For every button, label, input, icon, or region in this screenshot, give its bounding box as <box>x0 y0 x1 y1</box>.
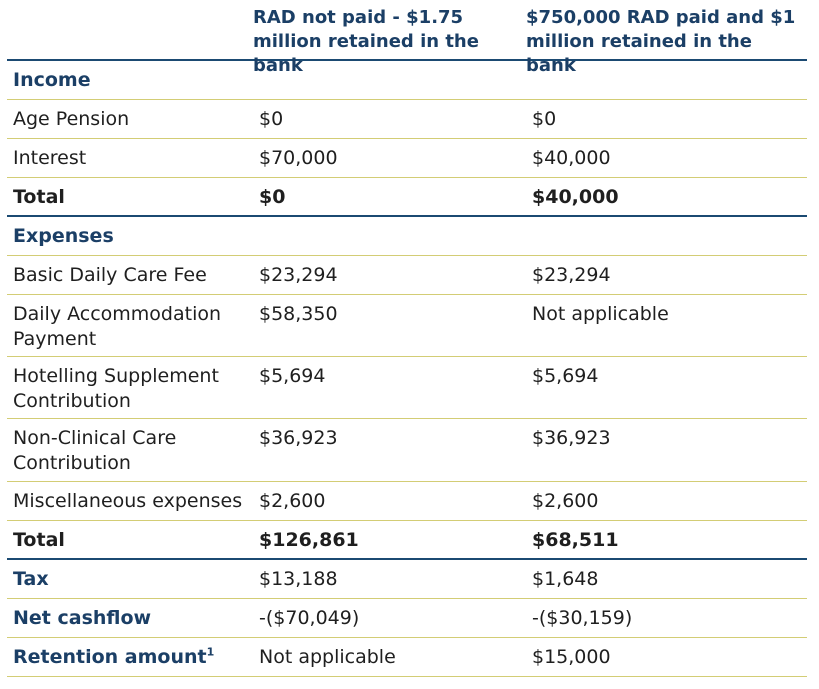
row-value-col2: $5,694 <box>532 365 599 387</box>
section-income: Income <box>7 61 807 100</box>
table-row-retention-amount: Retention amount1 Not applicable $15,000 <box>7 638 807 677</box>
table-row-miscellaneous: Miscellaneous expenses $2,600 $2,600 <box>7 482 807 521</box>
row-value-col1: $0 <box>259 108 284 130</box>
row-value-col2: -($30,159) <box>532 607 633 629</box>
row-value-col1: $13,188 <box>259 568 338 590</box>
row-label: Tax <box>13 568 49 590</box>
row-value-col2: $15,000 <box>532 646 611 668</box>
table-row-net-cashflow: Net cashflow -($70,049) -($30,159) <box>7 599 807 638</box>
table-row-daily-accommodation-payment: Daily Accommodation Payment $58,350 Not … <box>7 295 807 357</box>
row-value-col2: $40,000 <box>532 186 619 208</box>
table-row-non-clinical-care: Non-Clinical Care Contribution $36,923 $… <box>7 419 807 482</box>
row-value-col2: $36,923 <box>532 427 611 449</box>
cashflow-comparison-table: RAD not paid - $1.75 million retained in… <box>7 0 807 677</box>
table-row-tax: Tax $13,188 $1,648 <box>7 560 807 599</box>
row-value-col1: -($70,049) <box>259 607 360 629</box>
row-value-col2: Not applicable <box>532 303 669 325</box>
row-label: Total <box>13 529 65 551</box>
table-row-age-pension: Age Pension $0 $0 <box>7 100 807 139</box>
header-empty-cell <box>7 0 253 59</box>
table-row-interest: Interest $70,000 $40,000 <box>7 139 807 178</box>
row-value-col1: $23,294 <box>259 264 338 286</box>
row-value-col1: Not applicable <box>259 646 396 668</box>
row-value-col1: $2,600 <box>259 490 326 512</box>
table-header: RAD not paid - $1.75 million retained in… <box>7 0 807 76</box>
row-label: Total <box>13 186 65 208</box>
footnote-marker: 1 <box>206 645 215 659</box>
row-label: Net cashflow <box>13 607 152 629</box>
table-row-basic-daily-care-fee: Basic Daily Care Fee $23,294 $23,294 <box>7 256 807 295</box>
row-label-with-footnote: Retention amount1 <box>7 645 253 676</box>
table-row-expenses-total: Total $126,861 $68,511 <box>7 521 807 560</box>
row-value-col1: $70,000 <box>259 147 338 169</box>
row-label: Age Pension <box>13 108 130 130</box>
row-value-col1: $58,350 <box>259 303 338 325</box>
table-row-hotelling-supplement: Hotelling Supplement Contribution $5,694… <box>7 357 807 419</box>
section-title: Income <box>13 69 91 91</box>
row-value-col1: $5,694 <box>259 365 326 387</box>
row-value-col2: $2,600 <box>532 490 599 512</box>
row-label: Daily Accommodation Payment <box>13 303 222 350</box>
row-value-col1: $36,923 <box>259 427 338 449</box>
table-row-income-total: Total $0 $40,000 <box>7 178 807 217</box>
section-title: Expenses <box>13 225 114 247</box>
header-col-rad-not-paid: RAD not paid - $1.75 million retained in… <box>253 7 479 76</box>
row-value-col2: $0 <box>532 108 557 130</box>
header-col-rad-paid: $750,000 RAD paid and $1 million retaine… <box>526 7 796 76</box>
row-value-col1: $0 <box>259 186 286 208</box>
row-value-col1: $126,861 <box>259 529 359 551</box>
row-label: Basic Daily Care Fee <box>13 264 207 286</box>
row-value-col2: $23,294 <box>532 264 611 286</box>
row-value-col2: $1,648 <box>532 568 599 590</box>
row-label: Non-Clinical Care Contribution <box>13 427 177 474</box>
row-label: Hotelling Supplement Contribution <box>13 365 219 412</box>
row-label: Retention amount <box>13 646 207 668</box>
row-label: Miscellaneous expenses <box>13 490 243 512</box>
row-value-col2: $40,000 <box>532 147 611 169</box>
row-label: Interest <box>13 147 87 169</box>
section-expenses: Expenses <box>7 217 807 256</box>
row-value-col2: $68,511 <box>532 529 619 551</box>
